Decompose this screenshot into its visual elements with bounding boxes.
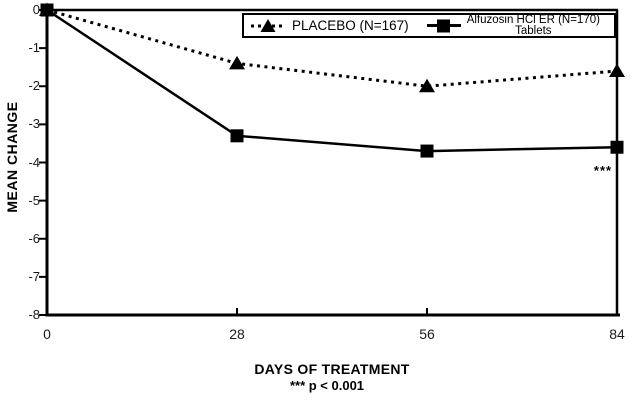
significance-footnote: *** p < 0.001 — [289, 378, 365, 393]
placebo-line-marker-icon — [251, 19, 285, 32]
alfuzosin-data-marker — [40, 3, 54, 17]
y-tick-label: -3 — [28, 116, 40, 132]
legend-box: PLACEBO (N=167) Alfuzosin HCl ER (N=170)… — [242, 13, 616, 38]
x-tick-label: 56 — [419, 326, 435, 342]
y-tick-label: -2 — [28, 78, 40, 94]
y-tick-label: -6 — [28, 230, 40, 246]
significance-annotation: *** — [593, 163, 613, 178]
x-tick-label: 0 — [43, 326, 51, 342]
x-axis-title: DAYS OF TREATMENT — [254, 361, 410, 377]
y-tick-label: -7 — [28, 268, 40, 284]
placebo-trend-line — [46, 8, 618, 88]
legend-item-placebo: PLACEBO (N=167) — [250, 18, 409, 33]
y-tick-label: 0 — [32, 2, 40, 17]
legend-item-alfuzosin: Alfuzosin HCl ER (N=170) Tablets — [426, 15, 600, 36]
legend-label-alfuzosin: Alfuzosin HCl ER (N=170) Tablets — [467, 15, 600, 36]
placebo-data-marker — [229, 55, 245, 70]
x-tick-label: 28 — [229, 326, 245, 342]
legend-label-alfuzosin-line1: Alfuzosin HCl ER (N=170) — [466, 14, 600, 26]
y-tick-label: -5 — [28, 192, 40, 208]
placebo-data-marker — [609, 63, 625, 77]
legend-label-placebo: PLACEBO (N=167) — [292, 18, 409, 33]
y-tick-label: -1 — [28, 40, 40, 56]
alfuzosin-data-marker — [420, 144, 434, 158]
alfuzosin-data-marker — [610, 140, 624, 154]
alfuzosin-trend-line — [46, 8, 618, 153]
alfuzosin-line-marker-icon — [426, 19, 461, 33]
x-tick-label: 84 — [609, 326, 625, 342]
y-tick-label: -4 — [28, 154, 40, 170]
placebo-data-marker — [419, 78, 435, 93]
y-tick-label: -8 — [28, 307, 40, 322]
legend-label-alfuzosin-line2: Tablets — [515, 24, 552, 37]
alfuzosin-data-marker — [230, 129, 244, 143]
